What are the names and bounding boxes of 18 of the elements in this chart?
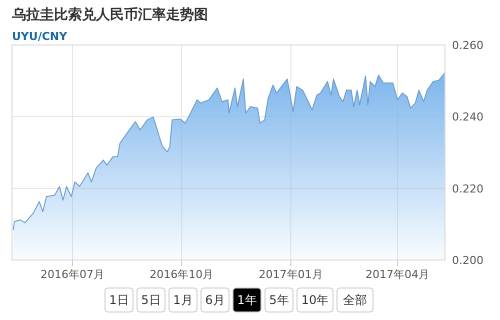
range-button: 1月 [168,288,198,312]
range-button: 5年 [264,288,294,312]
range-button: 1年 [232,288,262,312]
chart-subtitle: UYU/CNY [12,30,68,43]
x-tick-label: 2016年07月 [40,268,104,281]
range-button: 10年 [296,288,334,312]
y-tick-label: 0.220 [452,182,484,196]
range-button: 全部 [336,288,374,312]
range-button: 1日 [104,288,134,312]
range-button: 5日 [136,288,166,312]
x-tick-label: 2017年01月 [258,268,323,281]
range-button: 6月 [200,288,230,312]
x-tick-label: 2016年10月 [150,268,214,281]
y-tick-label: 0.200 [452,254,484,267]
y-tick-label: 0.260 [452,39,484,52]
x-tick-label: 2017年04月 [366,268,430,281]
chart-title: 乌拉圭比索兑人民币汇率走势图 [11,6,208,23]
y-tick-label: 0.240 [452,110,484,124]
